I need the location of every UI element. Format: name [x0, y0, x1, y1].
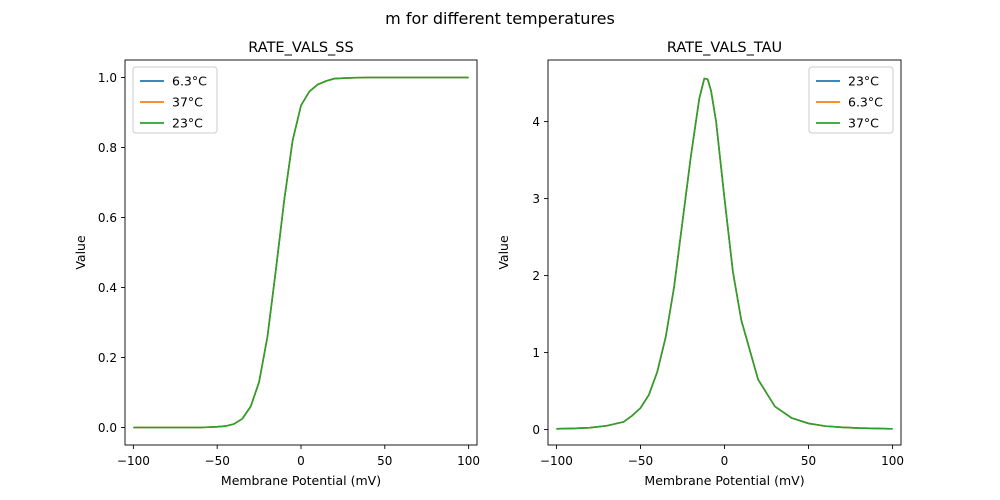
ss-subplot: −100 −50 0 50 100 0.0 0.2 0.4 0.6 0.8 1.0 RATE_VALS…	[73, 40, 480, 488]
x-tick-label: 0	[297, 454, 305, 468]
x-tick-label: 100	[881, 454, 904, 468]
y-tick-label: 0.6	[98, 211, 117, 225]
series-lines	[133, 76, 469, 429]
y-axis-label: Value	[496, 235, 511, 270]
legend-label-0: 6.3°C	[172, 74, 207, 89]
series-line-2	[133, 76, 469, 429]
series-lines	[556, 77, 893, 430]
legend-label-2: 23°C	[172, 116, 203, 131]
x-axis-label: Membrane Potential (mV)	[221, 473, 381, 488]
legend-label-0: 23°C	[848, 74, 879, 89]
y-axis-label: Value	[73, 235, 88, 270]
y-tick-label: 0.4	[98, 281, 117, 295]
tau-subplot: −100 −50 0 50 100 0 1 2 3 4 RATE_VALS_TAU Membrane …	[496, 40, 904, 488]
legend-box	[132, 66, 218, 134]
x-tick-label: 50	[377, 454, 392, 468]
series-line-2	[556, 77, 893, 430]
y-tick-label: 0	[532, 423, 540, 437]
subplot-title: RATE_VALS_TAU	[667, 40, 782, 56]
legend-label-1: 6.3°C	[848, 95, 883, 110]
x-tick-label: 0	[721, 454, 729, 468]
legend-label-1: 37°C	[172, 95, 203, 110]
legend-box	[808, 66, 894, 134]
x-tick-label: −50	[205, 454, 230, 468]
x-axis-label: Membrane Potential (mV)	[644, 473, 804, 488]
y-tick-label: 1.0	[98, 71, 117, 85]
y-tick-label: 3	[532, 192, 540, 206]
x-tick-label: 50	[801, 454, 816, 468]
x-tick-label: −50	[628, 454, 653, 468]
figure-title: m for different temperatures	[385, 9, 615, 28]
y-tick-label: 2	[532, 269, 540, 283]
legend: 6.3°C 37°C 23°C	[132, 66, 218, 134]
subplot-title: RATE_VALS_SS	[248, 40, 353, 56]
legend: 23°C 6.3°C 37°C	[808, 66, 894, 134]
y-tick-label: 0.2	[98, 351, 117, 365]
legend-label-2: 37°C	[848, 116, 879, 131]
x-tick-label: −100	[540, 454, 573, 468]
y-tick-label: 1	[532, 346, 540, 360]
y-tick-label: 4	[532, 115, 540, 129]
x-tick-label: 100	[457, 454, 480, 468]
y-tick-label: 0.8	[98, 141, 117, 155]
x-tick-label: −100	[117, 454, 150, 468]
y-tick-label: 0.0	[98, 421, 117, 435]
